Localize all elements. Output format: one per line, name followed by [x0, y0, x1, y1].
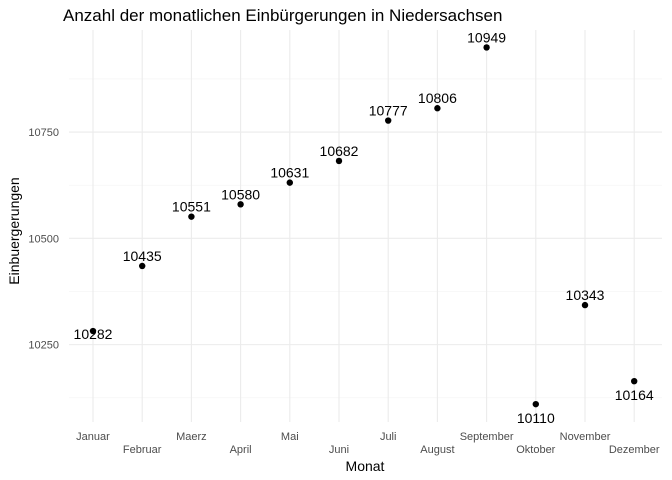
data-points	[89, 44, 638, 408]
data-point-august	[434, 105, 441, 112]
data-label-maerz: 10551	[172, 199, 211, 215]
y-tick-label-1: 10500	[28, 233, 59, 245]
data-point-juni	[335, 157, 343, 165]
data-label-november: 10343	[566, 287, 605, 303]
y-axis-title: Einbuergerungen	[6, 177, 22, 284]
y-tick-label-0: 10250	[28, 340, 59, 352]
data-point-september	[483, 44, 490, 51]
data-label-mai: 10631	[270, 165, 309, 181]
x-tick-label-11: Dezember	[609, 444, 660, 456]
data-point-februar	[139, 262, 146, 270]
x-tick-label-1: Februar	[123, 444, 162, 456]
data-point-juli	[385, 117, 392, 124]
data-point-november	[581, 301, 589, 309]
x-tick-label-2: Maerz	[176, 431, 207, 443]
data-label-august: 10806	[418, 90, 457, 106]
chart-title: Anzahl der monatlichen Einbürgerungen in…	[63, 6, 502, 25]
x-tick-label-6: Juli	[380, 431, 397, 443]
data-point-januar	[89, 327, 97, 335]
x-tick-label-0: Januar	[76, 431, 110, 443]
x-axis-title: Monat	[346, 458, 385, 474]
x-tick-label-3: April	[230, 444, 252, 456]
data-labels: 10282 10435 10551 10580 10631 10682 10777 10806…	[74, 29, 654, 426]
x-tick-label-9: Oktober	[516, 444, 555, 456]
data-label-februar: 10435	[123, 248, 162, 264]
x-tick-label-4: Mai	[281, 431, 299, 443]
x-tick-label-7: August	[420, 444, 454, 456]
x-tick-label-10: November	[560, 431, 611, 443]
data-label-juni: 10682	[320, 143, 359, 159]
data-label-oktober: 10110	[517, 410, 555, 426]
grid	[69, 30, 662, 422]
axis-ticks: 10250 10500 10750 Januar Februar Maerz April Ma…	[28, 127, 659, 456]
data-label-september: 10949	[467, 29, 506, 45]
y-tick-label-2: 10750	[28, 127, 59, 139]
data-label-juli: 10777	[369, 103, 408, 119]
data-label-april: 10580	[221, 186, 260, 202]
data-point-maerz	[188, 213, 195, 220]
x-tick-label-8: September	[460, 431, 514, 443]
data-point-dezember	[631, 377, 638, 385]
data-point-oktober	[532, 400, 539, 408]
x-tick-label-5: Juni	[329, 444, 349, 456]
data-label-januar: 10282	[74, 326, 113, 342]
data-point-april	[237, 201, 244, 208]
data-label-dezember: 10164	[615, 387, 654, 403]
data-point-mai	[286, 179, 293, 186]
